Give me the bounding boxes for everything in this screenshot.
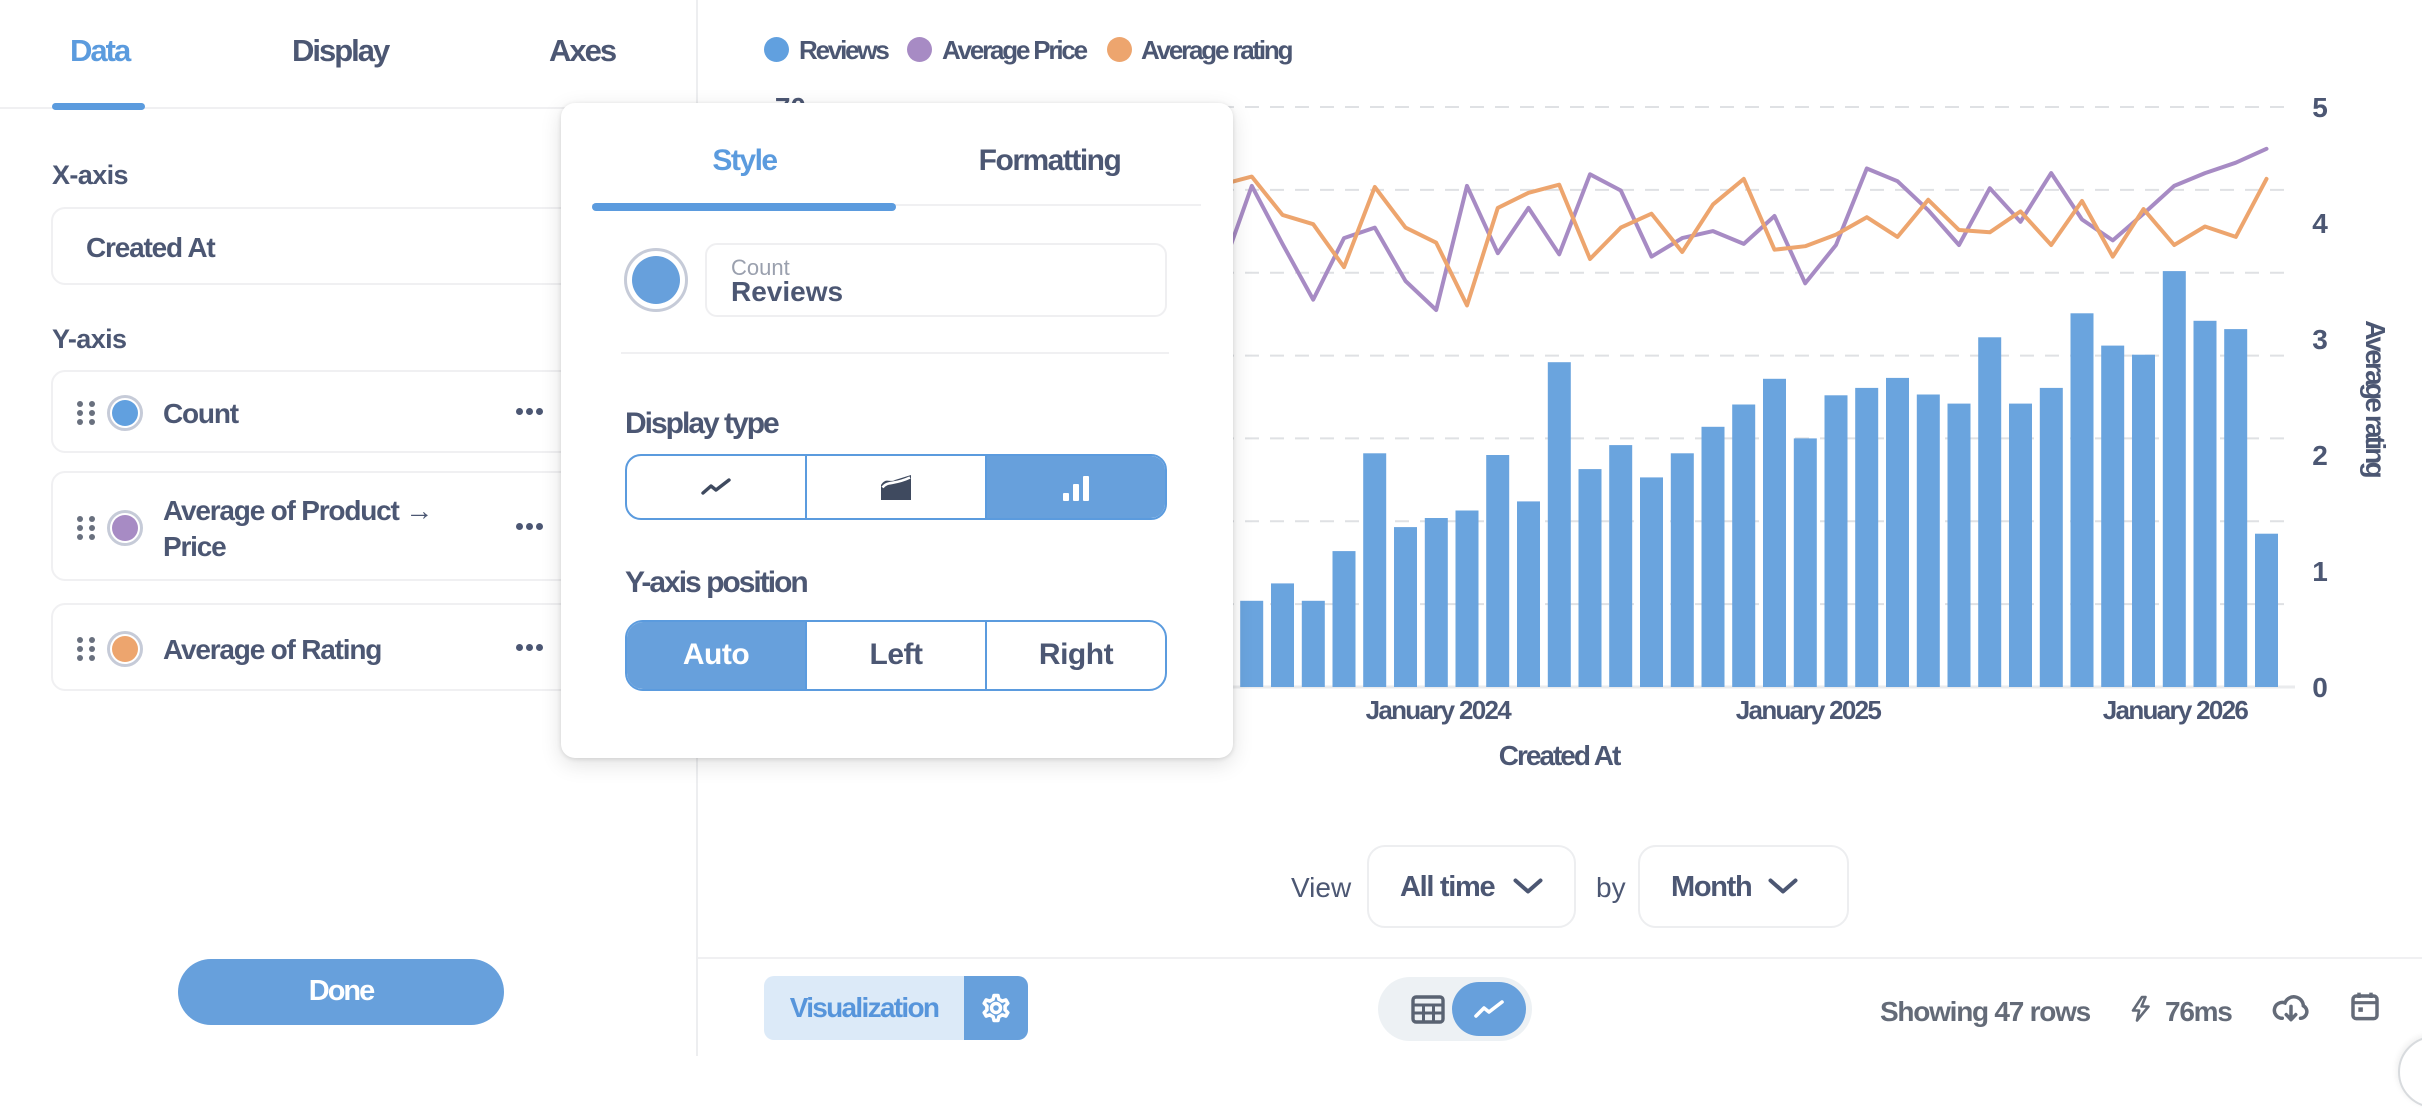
svg-text:Created At: Created At: [1499, 740, 1621, 771]
svg-text:1: 1: [2312, 556, 2328, 587]
svg-text:January 2025: January 2025: [1736, 695, 1882, 725]
svg-text:4: 4: [2312, 208, 2328, 239]
svg-text:0: 0: [2312, 672, 2328, 703]
svg-text:3: 3: [2312, 324, 2328, 355]
svg-text:January 2026: January 2026: [2103, 695, 2249, 725]
svg-text:5: 5: [2312, 92, 2328, 123]
svg-text:2: 2: [2312, 440, 2328, 471]
svg-text:Average rating: Average rating: [2360, 320, 2391, 478]
svg-text:January 2024: January 2024: [1366, 695, 1513, 725]
